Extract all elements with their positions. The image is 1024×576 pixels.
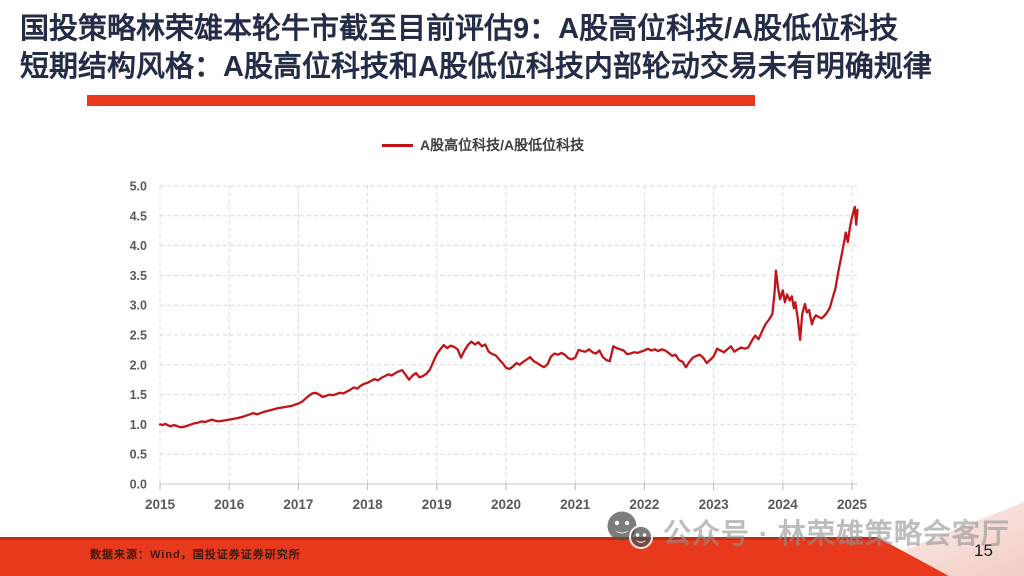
legend-label: A股高位科技/A股低位科技 [420,137,585,153]
svg-text:1.5: 1.5 [130,388,147,402]
slide-title-line1: 国投策略林荣雄本轮牛市截至目前评估9：A股高位科技/A股低位科技 [20,13,899,45]
svg-text:2019: 2019 [422,497,452,512]
svg-text:2016: 2016 [214,497,245,512]
svg-text:2021: 2021 [560,497,591,512]
page-number: 15 [974,541,993,560]
svg-text:2.5: 2.5 [130,329,147,343]
svg-text:2.0: 2.0 [130,358,147,372]
wechat-watermark: 公众号 · 林荣雄策略会客厅 [597,506,1010,554]
svg-text:5.0: 5.0 [130,180,147,194]
chart-legend: A股高位科技/A股低位科技 [382,135,584,155]
svg-text:2023: 2023 [699,497,730,512]
chart-tick-labels: 0.0 0.5 1.0 1.5 2.0 2.5 3.0 3.5 4.0 4.5 5.0 2015 201… [130,180,868,513]
footer-red-band [0,537,949,576]
svg-text:4.5: 4.5 [130,209,147,223]
svg-text:2022: 2022 [629,497,659,512]
svg-text:2020: 2020 [491,497,521,512]
svg-text:0.5: 0.5 [130,448,147,462]
watermark-text: 公众号 · 林荣雄策略会客厅 [663,518,1010,549]
svg-text:2017: 2017 [283,497,313,512]
svg-text:2025: 2025 [837,497,868,512]
slide-title-line2: 短期结构风格：A股高位科技和A股低位科技内部轮动交易未有明确规律 [20,51,932,83]
svg-text:1.0: 1.0 [130,418,147,432]
wechat-icon [607,511,653,549]
footer-decoration [0,502,1024,576]
footer-red-band-topline [0,537,882,540]
title-underline-bar [87,95,755,106]
chart-axes [159,483,858,490]
svg-text:2024: 2024 [768,497,799,512]
chart-series-line [158,205,859,429]
svg-text:3.5: 3.5 [130,269,147,283]
svg-text:2015: 2015 [145,497,176,512]
svg-text:4.0: 4.0 [130,239,147,253]
svg-text:3.0: 3.0 [130,299,147,313]
data-source-note: 数据来源：Wind，国投证券证券研究所 [90,549,301,561]
title-block: 国投策略林荣雄本轮牛市截至目前评估9：A股高位科技/A股低位科技 短期结构风格：… [20,10,1010,86]
svg-text:2018: 2018 [353,497,384,512]
chart-gridlines [159,185,858,485]
legend-line-swatch [382,143,413,147]
svg-text:0.0: 0.0 [130,478,147,492]
